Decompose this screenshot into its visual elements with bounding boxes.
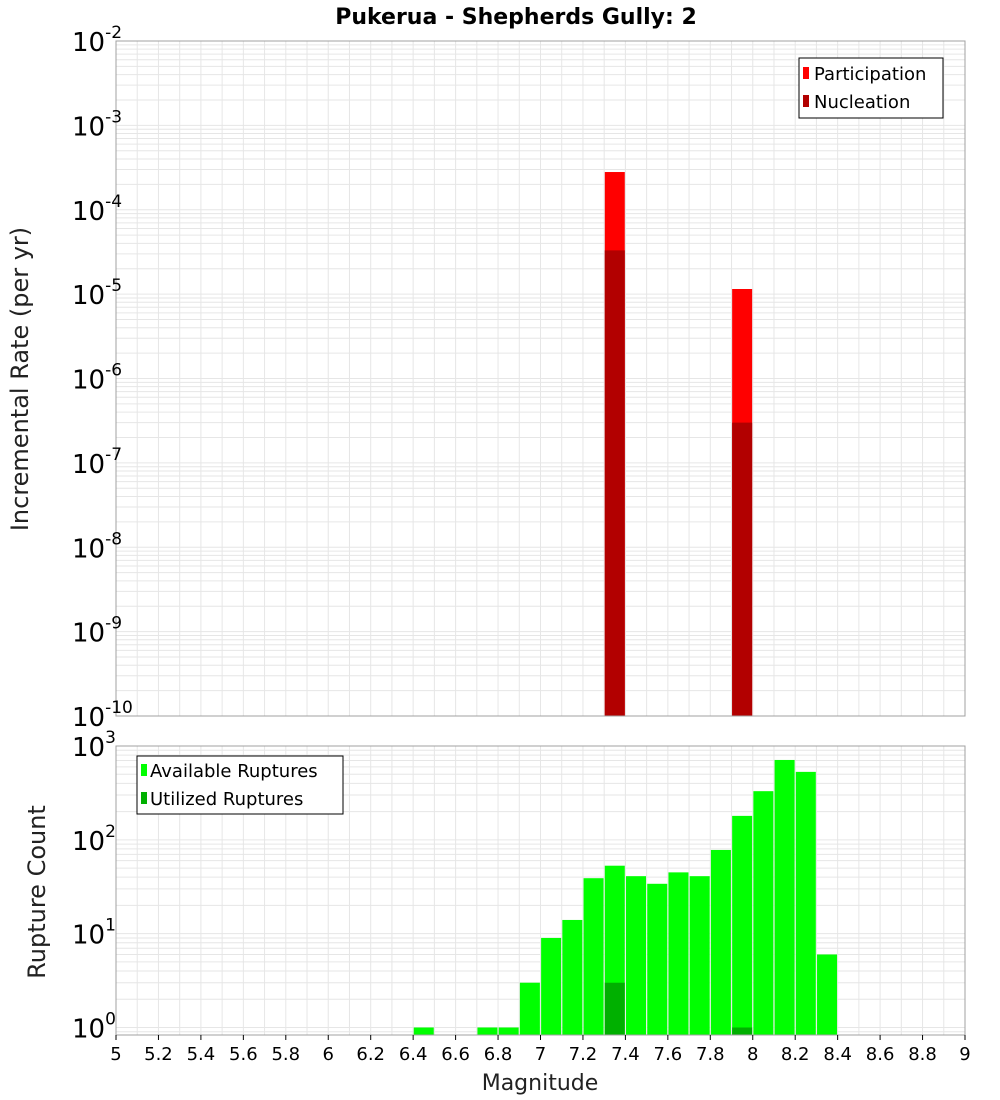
x-tick-label: 8	[747, 1044, 758, 1065]
available-ruptures-bar	[668, 872, 689, 1035]
x-tick-label: 6	[323, 1044, 334, 1065]
legend-nucleation-swatch	[803, 95, 809, 107]
rate-panel: 10-2 10-3 10-4 10-5 10-6 10-7 10-8 10-9 10-10 In…	[6, 23, 966, 733]
rate-y-tick-label: 10-4	[72, 192, 122, 227]
count-y-tick-label: 103	[72, 728, 116, 763]
available-ruptures-bar	[583, 878, 604, 1035]
x-tick-label: 5.8	[271, 1044, 300, 1065]
available-ruptures-bar	[774, 759, 795, 1035]
x-tick-label: 8.6	[866, 1044, 895, 1065]
count-bars	[413, 759, 838, 1035]
count-y-label: Rupture Count	[23, 805, 51, 979]
x-axis-ticks: 5 5.2 5.4 5.6 5.8 6 6.2 6.4 6.6 6.8 7 7.2 7.4 7.6 7.8 8…	[110, 1035, 971, 1065]
x-axis-label: Magnitude	[482, 1071, 599, 1096]
x-tick-label: 8.2	[781, 1044, 810, 1065]
nucleation-bar	[604, 250, 625, 717]
available-ruptures-bar	[795, 771, 816, 1035]
rate-grid	[115, 41, 966, 717]
legend-available-label: Available Ruptures	[150, 761, 318, 782]
legend-participation-swatch	[803, 67, 809, 79]
utilized-ruptures-bar	[604, 982, 625, 1035]
utilized-ruptures-bar	[732, 1027, 753, 1035]
nucleation-bar	[732, 422, 753, 716]
x-tick-label: 6.2	[356, 1044, 385, 1065]
legend-utilized-swatch	[141, 792, 147, 804]
x-tick-label: 9	[959, 1044, 970, 1065]
rate-y-tick-label: 10-10	[72, 698, 133, 733]
available-ruptures-bar	[519, 982, 540, 1035]
count-panel: 103 102 101 100 Rupture Count Available Rup…	[23, 728, 966, 1044]
legend-participation-label: Participation	[814, 64, 926, 85]
available-ruptures-bar	[498, 1027, 519, 1035]
rate-y-ticks: 10-2 10-3 10-4 10-5 10-6 10-7 10-8 10-9 10-10	[72, 23, 133, 733]
rate-y-tick-label: 10-5	[72, 276, 122, 311]
x-tick-label: 8.4	[823, 1044, 852, 1065]
x-tick-label: 7.4	[611, 1044, 640, 1065]
legend-available-swatch	[141, 764, 147, 776]
rate-bars	[604, 172, 753, 717]
x-tick-label: 5	[110, 1044, 121, 1065]
x-tick-label: 6.6	[441, 1044, 470, 1065]
count-legend-box	[136, 755, 344, 815]
x-tick-label: 7.2	[569, 1044, 598, 1065]
rate-plot-frame	[115, 40, 966, 717]
rate-y-tick-label: 10-9	[72, 614, 122, 649]
rate-y-tick-label: 10-2	[72, 23, 122, 58]
available-ruptures-bar	[689, 876, 710, 1035]
available-ruptures-bar	[647, 883, 668, 1035]
x-tick-label: 6.4	[399, 1044, 428, 1065]
count-y-tick-label: 101	[72, 916, 116, 951]
x-tick-label: 5.6	[229, 1044, 258, 1065]
rate-y-tick-label: 10-3	[72, 107, 122, 142]
rate-y-label: Incremental Rate (per yr)	[6, 227, 34, 531]
x-tick-label: 7.8	[696, 1044, 725, 1065]
available-ruptures-bar	[626, 876, 647, 1035]
available-ruptures-bar	[817, 954, 838, 1035]
x-tick-label: 5.4	[187, 1044, 216, 1065]
available-ruptures-bar	[477, 1027, 498, 1035]
count-y-ticks: 103 102 101 100	[72, 728, 116, 1044]
rate-y-tick-label: 10-6	[72, 361, 122, 396]
x-tick-label: 6.8	[484, 1044, 513, 1065]
x-tick-label: 5.2	[144, 1044, 173, 1065]
available-ruptures-bar	[413, 1027, 434, 1035]
available-ruptures-bar	[710, 849, 731, 1035]
x-tick-label: 7.6	[654, 1044, 683, 1065]
count-y-tick-label: 100	[72, 1009, 116, 1044]
x-tick-label: 8.8	[908, 1044, 937, 1065]
legend-nucleation-label: Nucleation	[814, 92, 910, 113]
count-legend: Available Ruptures Utilized Ruptures	[136, 755, 344, 815]
rate-legend: Participation Nucleation	[798, 57, 944, 119]
rate-legend-box	[798, 57, 944, 119]
available-ruptures-bar	[732, 815, 753, 1035]
available-ruptures-bar	[541, 937, 562, 1035]
available-ruptures-bar	[562, 919, 583, 1035]
rate-y-tick-label: 10-8	[72, 529, 122, 564]
chart-title: Pukerua - Shepherds Gully: 2	[335, 5, 697, 30]
count-y-tick-label: 102	[72, 822, 116, 857]
x-tick-label: 7	[535, 1044, 546, 1065]
legend-utilized-label: Utilized Ruptures	[150, 789, 303, 810]
available-ruptures-bar	[753, 791, 774, 1035]
rate-y-tick-label: 10-7	[72, 445, 122, 480]
